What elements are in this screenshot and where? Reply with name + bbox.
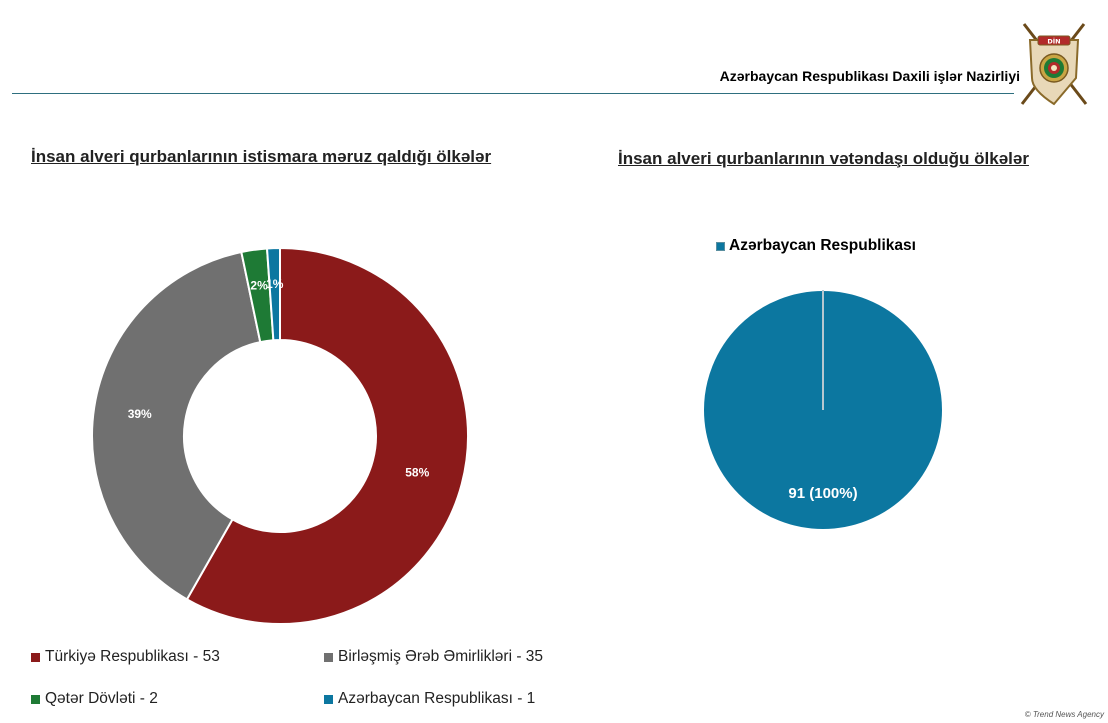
legend-swatch-turkiye bbox=[31, 652, 40, 662]
header-title: Azərbaycan Respublikası Daxili işlər Naz… bbox=[719, 68, 1020, 84]
header-rule bbox=[12, 93, 1014, 94]
legend-swatch-qatar bbox=[31, 694, 40, 704]
legend-swatch-bae bbox=[324, 652, 333, 662]
legend-label-azerbaijan: Azərbaycan Respublikası - 1 bbox=[338, 690, 536, 707]
donut-slice-label-3: 1% bbox=[266, 277, 284, 291]
pie-chart: 91 (100%) bbox=[702, 289, 944, 531]
pie-legend-swatch bbox=[716, 241, 725, 251]
legend-swatch-azerbaijan bbox=[324, 694, 333, 704]
donut-slice-0 bbox=[185, 246, 469, 625]
emblem-text: DİN bbox=[1047, 37, 1060, 46]
donut-slice-label-2: 2% bbox=[250, 278, 268, 292]
donut-chart: 58% 39% 2%1% bbox=[91, 246, 469, 625]
donut-slice-label-0: 58% bbox=[405, 465, 429, 479]
legend-item-qatar: Qətər Dövləti - 2 bbox=[31, 690, 158, 708]
legend-item-azerbaijan: Azərbaycan Respublikası - 1 bbox=[324, 690, 535, 708]
donut-slice-3 bbox=[265, 246, 281, 342]
pie-slice-label-0: 91 (100%) bbox=[788, 485, 857, 502]
legend-item-bae: Birləşmiş Ərəb Əmirlikləri - 35 bbox=[324, 648, 543, 666]
credit-text: © Trend News Agency bbox=[1024, 710, 1104, 719]
legend-item-turkiye: Türkiyə Respublikası - 53 bbox=[31, 648, 220, 666]
legend-label-qatar: Qətər Dövləti - 2 bbox=[45, 690, 158, 707]
ministry-emblem-icon: DİN bbox=[1020, 23, 1088, 106]
donut-slice-1 bbox=[91, 250, 262, 601]
donut-slice-label-1: 39% bbox=[128, 407, 152, 421]
legend-label-bae: Birləşmiş Ərəb Əmirlikləri - 35 bbox=[338, 648, 544, 665]
pie-legend: Azərbaycan Respublikası bbox=[716, 237, 916, 255]
legend-label-turkiye: Türkiyə Respublikası - 53 bbox=[45, 648, 220, 665]
pie-legend-label: Azərbaycan Respublikası bbox=[729, 237, 916, 254]
left-chart-title: İnsan alveri qurbanlarının istismara mər… bbox=[31, 147, 492, 166]
right-chart-title: İnsan alveri qurbanlarının vətəndaşı old… bbox=[618, 149, 1029, 168]
